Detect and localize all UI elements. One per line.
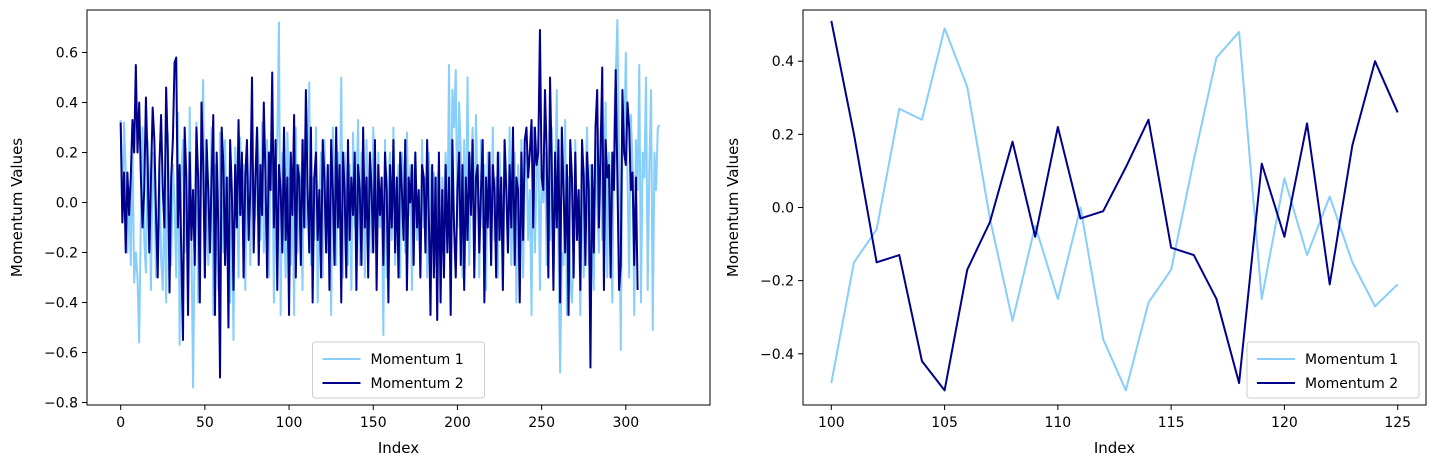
left-x-axis-label: Index xyxy=(378,439,419,457)
left-y-tick-label: −0.8 xyxy=(44,396,78,412)
left-x-tick-label: 50 xyxy=(196,415,214,431)
left-legend-label-1: Momentum 1 xyxy=(371,352,464,368)
left-y-tick-label: 0.6 xyxy=(56,46,78,62)
left-axes-frame xyxy=(86,9,711,406)
left-y-tick-label: −0.2 xyxy=(44,246,78,262)
right-series-line-1 xyxy=(830,27,1399,392)
left-chart-panel: 0 50 100 150 200 250 300 −0.8 −0.6 −0.4 −0.2 0.0 0.2… xyxy=(8,9,711,457)
right-legend-label-1: Momentum 1 xyxy=(1305,352,1398,368)
left-x-tick-label: 200 xyxy=(444,415,471,431)
right-chart-panel: 100 105 110 115 120 125 −0.4 −0.2 0.0 0.2 0.4 Inde… xyxy=(724,9,1427,457)
left-x-tick-label: 150 xyxy=(360,415,387,431)
right-x-tick-label: 115 xyxy=(1158,415,1185,431)
left-legend-label-2: Momentum 2 xyxy=(371,376,464,392)
right-x-tick-label: 100 xyxy=(818,415,845,431)
left-y-tick-label: −0.4 xyxy=(44,296,78,312)
left-x-tick-label: 0 xyxy=(116,415,125,431)
right-y-tick-label: −0.2 xyxy=(760,274,794,290)
right-y-tick-label: 0.0 xyxy=(772,201,794,217)
right-y-tick-label: −0.4 xyxy=(760,347,794,363)
left-y-tick-label: 0.4 xyxy=(56,96,78,112)
right-x-axis-label: Index xyxy=(1094,439,1135,457)
right-x-tick-label: 120 xyxy=(1271,415,1298,431)
left-y-axis-label: Momentum Values xyxy=(8,138,26,277)
right-y-tick-label: 0.4 xyxy=(772,54,794,70)
left-y-tick-label: −0.6 xyxy=(44,346,78,362)
left-x-tick-label: 300 xyxy=(612,415,639,431)
right-series-line-2 xyxy=(830,20,1399,392)
left-y-tick-label: 0.0 xyxy=(56,196,78,212)
right-legend-label-2: Momentum 2 xyxy=(1305,376,1398,392)
right-x-tick-label: 105 xyxy=(931,415,958,431)
left-x-tick-label: 250 xyxy=(528,415,555,431)
left-x-tick-label: 100 xyxy=(276,415,303,431)
left-y-tick-label: 0.2 xyxy=(56,146,78,162)
right-x-tick-label: 125 xyxy=(1384,415,1411,431)
right-legend: Momentum 1 Momentum 2 xyxy=(1246,341,1420,399)
right-x-tick-label: 110 xyxy=(1044,415,1071,431)
left-legend: Momentum 1 Momentum 2 xyxy=(312,341,485,399)
right-y-axis-label: Momentum Values xyxy=(724,138,742,277)
right-y-tick-label: 0.2 xyxy=(772,127,794,143)
left-series-line-2 xyxy=(119,29,639,379)
